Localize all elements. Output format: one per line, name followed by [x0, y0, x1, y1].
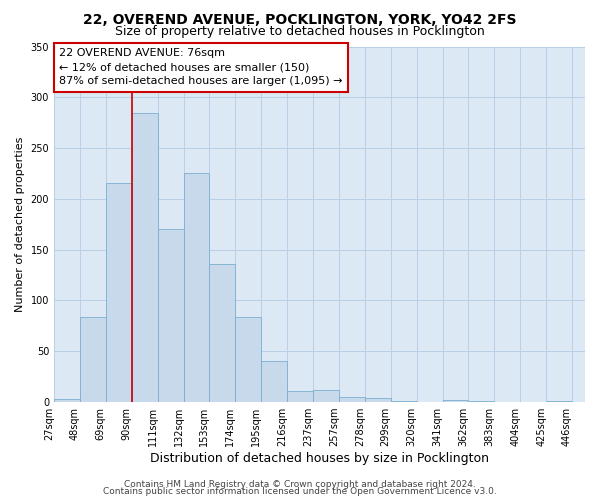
Text: Size of property relative to detached houses in Pocklington: Size of property relative to detached ho… [115, 25, 485, 38]
Y-axis label: Number of detached properties: Number of detached properties [15, 136, 25, 312]
Text: 22 OVEREND AVENUE: 76sqm
← 12% of detached houses are smaller (150)
87% of semi-: 22 OVEREND AVENUE: 76sqm ← 12% of detach… [59, 48, 343, 86]
Text: 22, OVEREND AVENUE, POCKLINGTON, YORK, YO42 2FS: 22, OVEREND AVENUE, POCKLINGTON, YORK, Y… [83, 12, 517, 26]
Bar [158, 230, 184, 402]
Bar [132, 112, 158, 402]
Text: Contains public sector information licensed under the Open Government Licence v3: Contains public sector information licen… [103, 487, 497, 496]
Bar [443, 400, 469, 402]
Bar [313, 390, 339, 402]
Bar [339, 397, 365, 402]
Bar [235, 316, 261, 402]
Bar [287, 391, 313, 402]
Bar [106, 182, 132, 402]
Bar [469, 401, 494, 402]
Bar [54, 399, 80, 402]
Text: Contains HM Land Registry data © Crown copyright and database right 2024.: Contains HM Land Registry data © Crown c… [124, 480, 476, 489]
Bar [546, 401, 572, 402]
Bar [261, 362, 287, 402]
Bar [184, 174, 209, 402]
Bar [391, 401, 416, 402]
Bar [80, 316, 106, 402]
Bar [365, 398, 391, 402]
X-axis label: Distribution of detached houses by size in Pocklington: Distribution of detached houses by size … [150, 452, 489, 465]
Bar [209, 264, 235, 402]
